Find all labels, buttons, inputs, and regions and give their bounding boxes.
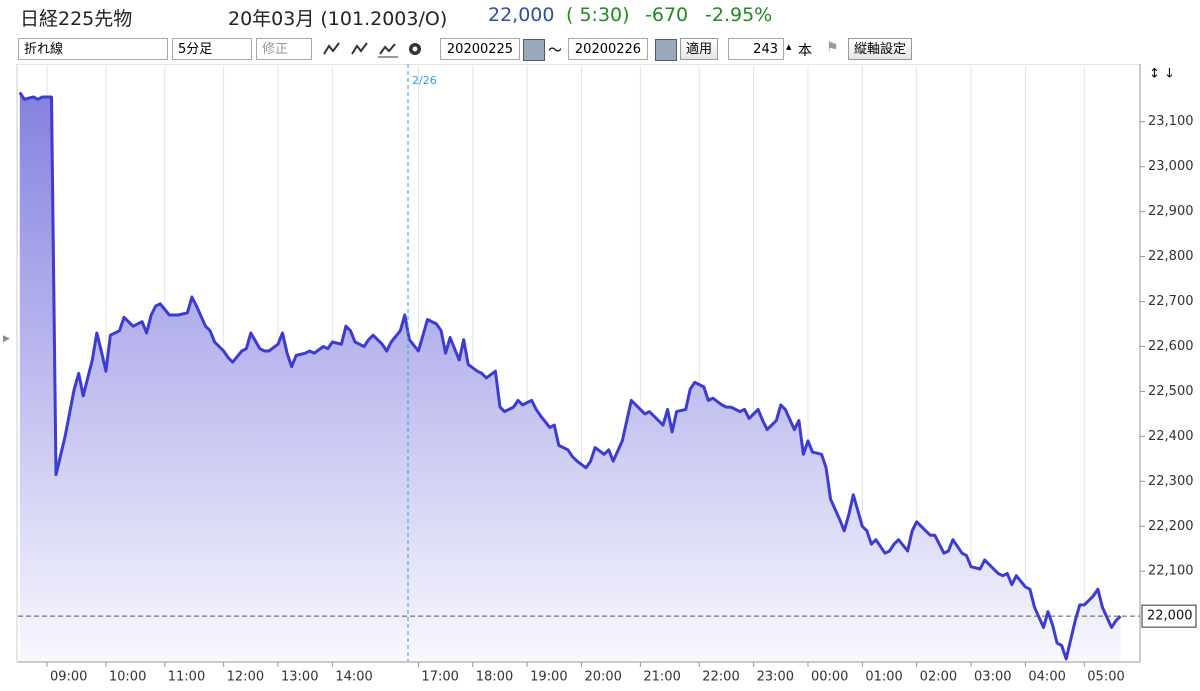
flag-icon[interactable]: ⚑ — [826, 40, 839, 56]
y-tick-label: 22,700 — [1148, 294, 1194, 309]
time: ( 5:30) — [566, 4, 630, 26]
separator: 〜 — [548, 43, 562, 59]
x-tick-label: 00:00 — [811, 670, 848, 685]
spinner[interactable]: ▴ — [786, 40, 792, 53]
area — [19, 92, 1121, 662]
x-tick-label: 01:00 — [865, 670, 902, 685]
y-tick-label: 22,300 — [1148, 474, 1194, 489]
change-pct: -2.95% — [705, 4, 773, 26]
x-tick-label: 03:00 — [974, 670, 1011, 685]
x-tick-label: 11:00 — [168, 670, 205, 685]
y-tick-label: 22,800 — [1148, 249, 1194, 264]
x-tick-label: 20:00 — [584, 670, 621, 685]
x-tick-label: 10:00 — [109, 670, 146, 685]
y-tick-label: 23,100 — [1148, 114, 1194, 129]
y-tick-label: 22,100 — [1148, 564, 1194, 579]
x-tick-label: 14:00 — [335, 670, 372, 685]
price-line — [18, 91, 1122, 661]
scale-icons[interactable]: ↕ ↓ — [1149, 67, 1175, 82]
x-tick-label: 17:00 — [421, 670, 458, 685]
x-tick-label: 09:00 — [50, 670, 87, 685]
calendar-icon[interactable] — [655, 39, 677, 61]
apply-button[interactable]: 適用 — [680, 38, 718, 60]
x-tick-label: 19:00 — [530, 670, 567, 685]
calendar-icon[interactable] — [523, 39, 545, 61]
count-unit: 本 — [798, 43, 812, 59]
x-tick-label: 12:00 — [227, 670, 264, 685]
x-tick-label: 18:00 — [476, 670, 513, 685]
header: 日経225先物 20年03月 (101.2003/O) 22,000 ( 5:3… — [0, 0, 1200, 34]
x-tick-label: 21:00 — [643, 670, 680, 685]
x-tick-label: 05:00 — [1087, 670, 1124, 685]
price: 22,000 — [488, 4, 555, 26]
adjust-select[interactable]: 修正 — [256, 38, 312, 60]
from-date[interactable]: 20200225 — [440, 38, 520, 60]
tool-icons[interactable] — [320, 38, 432, 60]
x-tick-label: 02:00 — [920, 670, 957, 685]
price-label-box — [1141, 604, 1197, 628]
chart-type-select[interactable]: 折れ線 — [18, 38, 168, 60]
x-tick-label: 13:00 — [281, 670, 318, 685]
side-toggle[interactable]: ▶ — [3, 334, 10, 344]
price-label: 22,000 — [1147, 609, 1193, 624]
y-tick-label: 22,500 — [1148, 384, 1194, 399]
x-tick-label: 04:00 — [1028, 670, 1065, 685]
y-tick-label: 22,600 — [1148, 339, 1194, 354]
y-tick-label: 22,400 — [1148, 429, 1194, 444]
to-date[interactable]: 20200226 — [568, 38, 648, 60]
title: 日経225先物 — [20, 8, 133, 30]
annotation: 2/26 — [412, 74, 437, 87]
axis-settings-button[interactable]: 縦軸設定 — [848, 38, 912, 60]
x-tick-label: 22:00 — [702, 670, 739, 685]
change: -670 — [645, 4, 689, 26]
x-tick-label: 23:00 — [757, 670, 794, 685]
interval-select[interactable]: 5分足 — [172, 38, 252, 60]
y-tick-label: 22,200 — [1148, 519, 1194, 534]
y-tick-label: 22,900 — [1148, 204, 1194, 219]
y-tick-label: 23,000 — [1148, 159, 1194, 174]
contract: 20年03月 (101.2003/O) — [228, 8, 448, 30]
chart: ↕ ↓ 09:00 10:00 11:00 12:00 13:00 14:00 17:00 1… — [16, 64, 1197, 685]
count-input[interactable]: 243 — [728, 38, 784, 60]
